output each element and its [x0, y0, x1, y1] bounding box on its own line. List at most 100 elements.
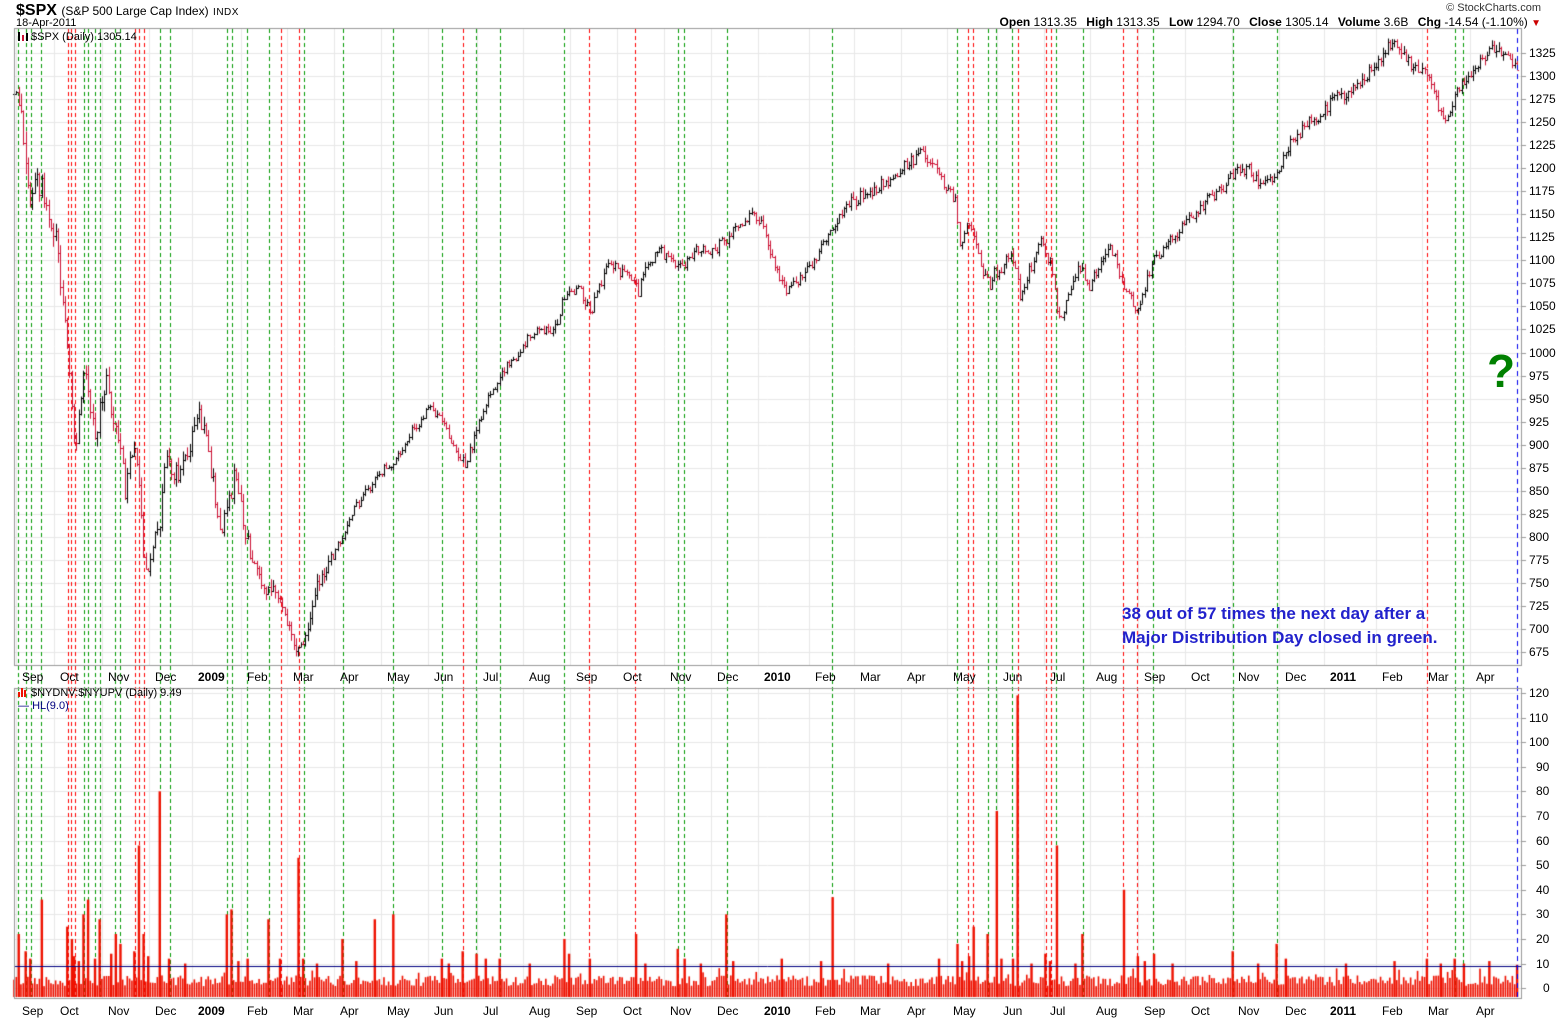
x-axis-label-middle: Dec — [155, 670, 177, 684]
x-axis-label-middle: Apr — [1476, 670, 1495, 684]
x-axis-label-middle: May — [953, 670, 976, 684]
price-y-axis-tick-label: 1225 — [1529, 138, 1556, 152]
ohlc-chart-icon — [18, 32, 28, 41]
ratio-y-axis-tick-label: 70 — [1536, 809, 1550, 823]
x-axis-label-bottom: Oct — [1191, 1004, 1210, 1018]
x-axis-label-middle: Jul — [1050, 670, 1066, 684]
price-y-axis-tick-label: 850 — [1529, 484, 1550, 498]
x-axis-label-bottom: Aug — [1096, 1004, 1118, 1018]
x-axis-label-bottom: Oct — [623, 1004, 642, 1018]
annotation-line-2: Major Distribution Day closed in green. — [1122, 628, 1438, 647]
x-axis-label-middle: Apr — [907, 670, 926, 684]
price-y-axis-tick-label: 825 — [1529, 507, 1550, 521]
main-panel-legend: $SPX (Daily) 1305.14 — [18, 31, 137, 43]
x-axis-label-middle: Sep — [1144, 670, 1166, 684]
x-axis-label-bottom: 2011 — [1330, 1004, 1357, 1018]
volume-label: Volume — [1337, 15, 1381, 29]
price-y-axis-tick-label: 700 — [1529, 622, 1550, 636]
x-axis-label-bottom: Mar — [1428, 1004, 1449, 1018]
high-value: 1313.35 — [1116, 15, 1160, 29]
price-y-axis-tick-label: 725 — [1529, 599, 1550, 613]
x-axis-label-bottom: Feb — [815, 1004, 836, 1018]
x-axis-label-bottom: Nov — [1238, 1004, 1260, 1018]
ratio-y-axis-tick-label: 120 — [1529, 686, 1550, 700]
x-axis-label-bottom: Jun — [1003, 1004, 1023, 1018]
x-axis-label-middle: Apr — [340, 670, 359, 684]
x-axis-label-bottom: Sep — [1144, 1004, 1166, 1018]
price-y-axis-tick-label: 1000 — [1529, 346, 1556, 360]
x-axis-label-middle: 2009 — [198, 670, 225, 684]
chg-down-triangle-icon: ▼ — [1531, 18, 1541, 29]
x-axis-label-bottom: Oct — [60, 1004, 79, 1018]
x-axis-label-middle: Mar — [860, 670, 881, 684]
symbol-label: $SPX — [16, 2, 57, 19]
price-y-axis-tick-label: 1125 — [1529, 230, 1555, 244]
hline-icon: — — [18, 700, 29, 712]
price-y-axis-tick-label: 1200 — [1529, 161, 1556, 175]
x-axis-label-middle: Feb — [247, 670, 268, 684]
x-axis-label-middle: Oct — [623, 670, 642, 684]
x-axis-label-bottom: 2009 — [198, 1004, 225, 1018]
x-axis-label-bottom: Dec — [1285, 1004, 1307, 1018]
x-axis-label-bottom: Aug — [529, 1004, 551, 1018]
question-mark-annotation: ? — [1487, 345, 1516, 397]
ratio-y-axis-tick-label: 60 — [1536, 834, 1550, 848]
x-axis-label-middle: Feb — [815, 670, 836, 684]
x-axis-label-middle: Dec — [1285, 670, 1307, 684]
x-axis-label-middle: Aug — [529, 670, 551, 684]
price-y-axis-tick-label: 800 — [1529, 530, 1550, 544]
x-axis-label-bottom: Mar — [860, 1004, 881, 1018]
x-axis-label-bottom: Mar — [293, 1004, 314, 1018]
price-y-axis-tick-label: 775 — [1529, 553, 1550, 567]
ratio-y-axis-tick-label: 80 — [1536, 784, 1550, 798]
x-axis-label-middle: Dec — [717, 670, 739, 684]
price-y-axis-tick-label: 1150 — [1529, 207, 1555, 221]
x-axis-label-middle: Sep — [22, 670, 44, 684]
price-y-axis-tick-label: 1325 — [1529, 46, 1556, 60]
x-axis-label-middle: Sep — [576, 670, 598, 684]
price-y-axis-tick-label: 975 — [1529, 369, 1550, 383]
x-axis-label-middle: Oct — [60, 670, 79, 684]
ratio-y-axis-tick-label: 0 — [1543, 981, 1550, 995]
chart-date: 18-Apr-2011 — [16, 17, 77, 29]
price-y-axis-tick-label: 1275 — [1529, 92, 1556, 106]
chart-title: $SPX (S&P 500 Large Cap Index) INDX — [16, 2, 239, 20]
x-axis-label-bottom: Jul — [1050, 1004, 1066, 1018]
hline-legend: — HL(9.0) — [18, 700, 69, 712]
price-y-axis-tick-label: 1050 — [1529, 299, 1556, 313]
x-axis-label-bottom: May — [953, 1004, 976, 1018]
price-y-axis-tick-label: 1175 — [1529, 184, 1555, 198]
symbol-description: (S&P 500 Large Cap Index) — [61, 4, 209, 18]
x-axis-label-middle: Mar — [1428, 670, 1449, 684]
open-label: Open — [999, 15, 1031, 29]
x-axis-label-bottom: Apr — [907, 1004, 926, 1018]
price-y-axis-tick-label: 1025 — [1529, 322, 1556, 336]
x-axis-label-middle: May — [387, 670, 410, 684]
price-y-axis-tick-label: 675 — [1529, 645, 1550, 659]
quote-summary: Open 1313.35 High 1313.35 Low 1294.70 Cl… — [1000, 15, 1541, 29]
x-axis-label-middle: Nov — [108, 670, 130, 684]
copyright-label: © StockCharts.com — [1446, 2, 1541, 14]
bar-chart-icon — [18, 688, 28, 697]
x-axis-label-middle: 2010 — [764, 670, 791, 684]
x-axis-label-bottom: Sep — [22, 1004, 44, 1018]
x-axis-label-bottom: Dec — [155, 1004, 177, 1018]
low-label: Low — [1169, 15, 1194, 29]
price-y-axis-tick-label: 1075 — [1529, 276, 1556, 290]
hline-legend-text: HL(9.0) — [32, 700, 69, 712]
close-label: Close — [1249, 15, 1282, 29]
volume-value: 3.6B — [1383, 15, 1409, 29]
low-value: 1294.70 — [1196, 15, 1240, 29]
x-axis-label-bottom: Apr — [340, 1004, 359, 1018]
x-axis-label-middle: Jul — [483, 670, 499, 684]
price-y-axis-tick-label: 925 — [1529, 415, 1550, 429]
annotation-text: 38 out of 57 times the next day after a … — [1122, 602, 1542, 650]
ratio-y-axis-tick-label: 30 — [1536, 907, 1550, 921]
x-axis-label-bottom: Nov — [108, 1004, 130, 1018]
x-axis-label-bottom: Apr — [1476, 1004, 1495, 1018]
x-axis-label-middle: 2011 — [1330, 670, 1357, 684]
ratio-y-axis-tick-label: 10 — [1536, 957, 1550, 971]
x-axis-label-bottom: Nov — [670, 1004, 692, 1018]
ratio-y-axis-tick-label: 20 — [1536, 932, 1550, 946]
